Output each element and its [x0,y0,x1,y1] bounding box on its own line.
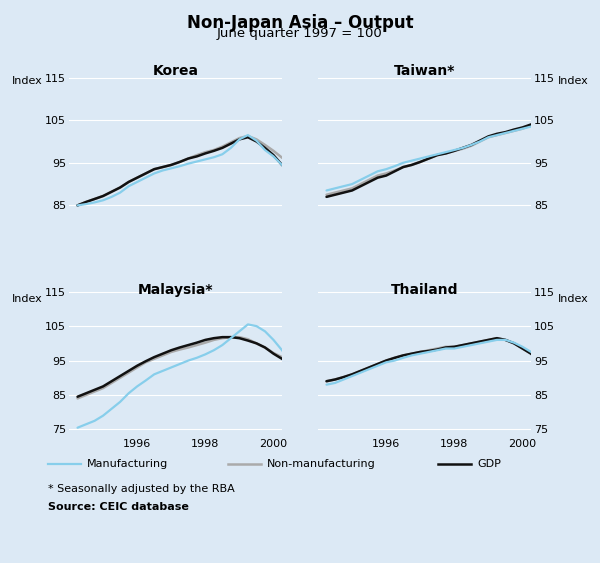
Text: Index: Index [11,294,43,304]
Text: Index: Index [557,75,589,86]
Text: Malaysia*: Malaysia* [138,283,213,297]
Text: Non-Japan Asia – Output: Non-Japan Asia – Output [187,14,413,32]
Text: GDP: GDP [477,459,501,470]
Text: Index: Index [557,294,589,304]
Text: Taiwan*: Taiwan* [394,64,455,78]
Text: * Seasonally adjusted by the RBA: * Seasonally adjusted by the RBA [48,484,235,494]
Text: Source: CEIC database: Source: CEIC database [48,502,189,512]
Text: Thailand: Thailand [391,283,458,297]
Text: Index: Index [11,75,43,86]
Text: June quarter 1997 = 100: June quarter 1997 = 100 [217,27,383,40]
Text: Non-manufacturing: Non-manufacturing [267,459,376,470]
Text: Korea: Korea [152,64,199,78]
Text: Manufacturing: Manufacturing [87,459,168,470]
